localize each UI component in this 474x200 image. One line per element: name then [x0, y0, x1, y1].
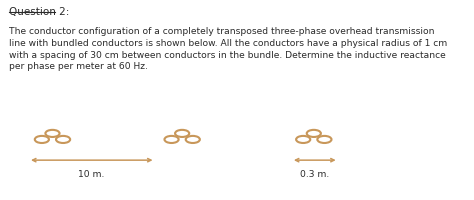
Text: The conductor configuration of a completely transposed three-phase overhead tran: The conductor configuration of a complet… [9, 27, 447, 71]
Text: 10 m.: 10 m. [78, 170, 104, 179]
Text: Question 2:: Question 2: [9, 7, 70, 17]
Text: 0.3 m.: 0.3 m. [300, 170, 329, 179]
